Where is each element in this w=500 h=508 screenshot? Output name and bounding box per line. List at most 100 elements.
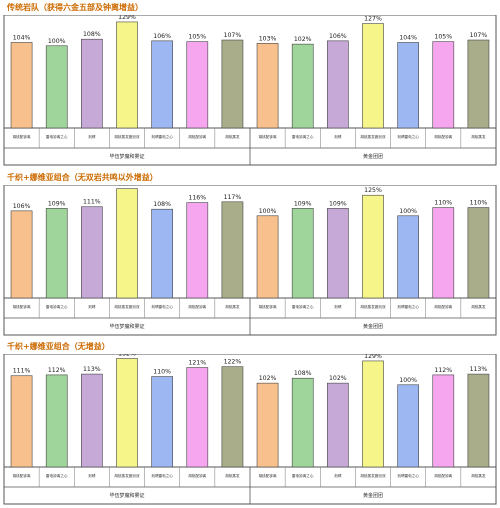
data-label: 100% [48,38,66,45]
bar [10,42,33,129]
bar [467,373,490,468]
tick-label: 刻晴 [334,134,342,139]
bar [10,375,33,468]
tick-label: 刻晴雷电之心 [397,304,419,309]
tick-label: 胡桃配钟离 [259,473,277,478]
tick-label: 胡桃配钟离 [188,304,206,309]
bar-chart-3: 111% 胡桃配钟离 112% 雷电钟离之心 113% 刻晴 132% 胡桃蒸发魔剑双 110%… [3,354,497,505]
bar-chart-2: 106% 胡桃配钟离 109% 雷电钟离之心 111% 刻晴 133% 胡桃蒸发魔剑双 108%… [3,185,497,336]
tick-label: 刻晴雷电之心 [151,304,173,309]
chart-title-3: 千织+娜维亚组合（无增益） [7,342,110,351]
data-label: 121% [188,360,206,367]
bar [256,215,279,299]
tick-label: 胡桃配钟离 [13,134,31,139]
data-label: 110% [153,369,171,376]
bar [327,208,349,299]
data-label: 122% [224,359,242,366]
tick-label: 雷电钟离之心 [46,134,68,139]
tick-label: 胡桃配钟离 [13,304,31,309]
data-label: 102% [259,375,277,382]
bar [116,188,138,299]
data-label: 113% [470,366,488,373]
bar [81,38,103,129]
tick-label: 胡桃蒸发魔剑双 [114,473,140,478]
group-label: 黄金团团 [363,153,383,160]
bar [186,367,209,468]
data-label: 102% [294,36,312,43]
data-label: 129% [364,354,382,360]
group-label: 毕伍梦魔和雾证 [109,323,144,330]
bar [10,210,33,299]
tick-label: 雷电钟离之心 [292,473,314,478]
bar [362,194,384,299]
bar [186,202,209,299]
data-label: 116% [188,195,206,202]
tick-label: 胡桃蒸发 [225,134,240,139]
data-label: 105% [434,34,452,41]
bar [397,215,419,299]
tick-label: 胡桃配钟离 [434,473,452,478]
tick-label: 雷电钟离之心 [292,134,314,139]
bar [45,208,68,299]
data-label: 133% [118,185,136,188]
data-label: 100% [259,208,277,215]
bar [256,382,279,468]
tick-label: 胡桃蒸发 [471,473,486,478]
data-label: 106% [329,33,347,40]
tick-label: 刻晴雷电之心 [151,473,173,478]
tick-label: 胡桃蒸发 [471,134,486,139]
bar [362,23,384,129]
bar [256,43,279,129]
bar [432,207,455,299]
bar [81,373,103,468]
data-label: 106% [153,33,171,40]
tick-label: 刻晴雷电之心 [397,134,419,139]
chart-title-2: 千织+娜维亚组合（无双岩共鸣以外增益） [7,173,158,182]
group-label: 毕伍梦魔和雾证 [109,492,144,499]
data-label: 111% [83,199,101,206]
bar [45,374,68,468]
bar [291,208,314,299]
bar [186,41,209,129]
bar [151,40,173,129]
data-label: 105% [188,34,206,41]
data-label: 110% [434,200,452,207]
data-label: 110% [470,200,488,207]
tick-label: 胡桃配钟离 [188,134,206,139]
data-label: 107% [470,32,488,39]
tick-label: 刻晴 [334,304,342,309]
data-label: 108% [294,370,312,377]
group-label: 黄金团团 [363,323,383,330]
data-label: 112% [48,367,66,374]
tick-label: 刻晴 [88,304,96,309]
bar-chart-1: 104% 胡桃配钟离 100% 雷电钟离之心 108% 刻晴 129% 胡桃蒸发魔剑双 106%… [3,15,497,166]
tick-label: 胡桃蒸发魔剑双 [360,304,386,309]
data-label: 117% [224,194,242,201]
chart-title-1: 传统岩队（获得六金五部及钟离增益） [7,3,143,12]
data-label: 108% [153,201,171,208]
bar [45,45,68,129]
tick-label: 刻晴 [88,134,96,139]
bar [432,374,455,468]
data-label: 102% [329,375,347,382]
bar [291,377,314,468]
chart-panel-3: 千织+娜维亚组合（无增益） 111%胡桃配钟离112%雷电钟离之心113%刻晴1… [3,341,497,506]
data-label: 100% [399,377,417,384]
tick-label: 胡桃蒸发魔剑双 [360,473,386,478]
bar [362,360,384,468]
tick-label: 刻晴雷电之心 [397,473,419,478]
tick-label: 胡桃蒸发 [225,304,240,309]
data-label: 112% [434,367,452,374]
data-label: 111% [13,368,31,375]
data-label: 127% [364,16,382,23]
tick-label: 胡桃蒸发 [471,304,486,309]
data-label: 107% [224,32,242,39]
data-label: 108% [83,31,101,38]
tick-label: 胡桃蒸发魔剑双 [114,304,140,309]
bar [291,43,314,129]
tick-label: 刻晴雷电之心 [151,134,173,139]
bar [397,384,419,468]
data-label: 113% [83,366,101,373]
data-label: 109% [329,200,347,207]
chart-panel-1: 传统岩队（获得六金五部及钟离增益） 104% 胡桃配钟离 100% 雷电钟离之心 108… [3,2,497,167]
